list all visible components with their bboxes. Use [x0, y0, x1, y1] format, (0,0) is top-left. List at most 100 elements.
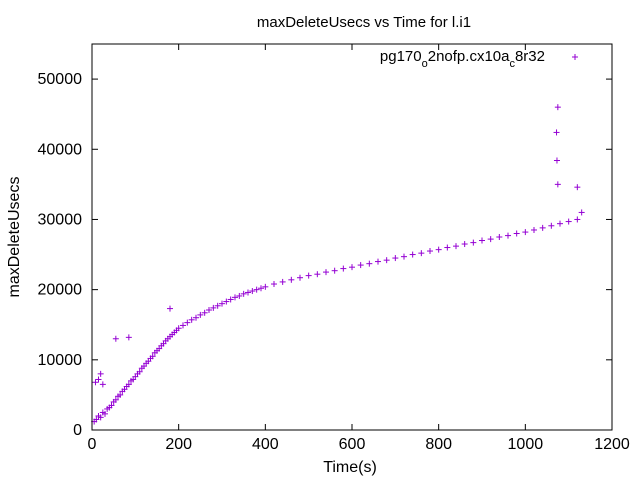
outlier-point: [553, 157, 560, 164]
data-point: [201, 309, 208, 316]
data-point: [223, 298, 230, 305]
data-point: [125, 381, 132, 388]
data-point: [557, 220, 563, 227]
x-tick-label: 0: [88, 436, 97, 453]
y-tick-label: 30000: [38, 211, 83, 228]
data-point: [279, 278, 286, 285]
data-point: [206, 306, 212, 313]
data-point: [505, 232, 511, 239]
y-tick-label: 40000: [38, 141, 83, 158]
x-tick-label: 600: [339, 436, 366, 453]
data-point: [392, 255, 399, 262]
legend-label: pg170o2nofp.cx10ac8r32: [380, 48, 545, 70]
data-point: [117, 391, 124, 398]
data-point: [383, 257, 390, 264]
data-point: [245, 289, 251, 296]
data-point: [461, 241, 468, 248]
data-point: [444, 244, 451, 251]
outlier-point: [125, 334, 132, 341]
data-point: [175, 325, 182, 332]
plot-points: [91, 104, 585, 425]
data-point: [227, 296, 234, 303]
outlier-point: [112, 335, 119, 342]
outlier-point: [574, 184, 581, 191]
outlier-point: [97, 370, 104, 377]
data-point: [409, 251, 416, 258]
y-tick-label: 10000: [38, 352, 83, 369]
data-point: [232, 294, 238, 301]
y-axis-label: maxDeleteUsecs: [6, 177, 23, 298]
data-point: [487, 236, 494, 243]
data-point: [323, 269, 329, 276]
data-point: [331, 267, 338, 274]
x-tick-label: 800: [425, 436, 452, 453]
x-axis-label: Time(s): [323, 459, 377, 476]
data-point: [578, 209, 585, 216]
outlier-point: [553, 129, 560, 136]
data-point: [349, 264, 355, 271]
data-point: [97, 414, 104, 421]
data-point: [314, 271, 321, 278]
legend: pg170o2nofp.cx10ac8r32: [380, 48, 578, 70]
data-point: [93, 416, 100, 423]
data-point: [357, 262, 364, 269]
data-point: [366, 260, 373, 267]
data-point: [193, 314, 199, 321]
data-point: [262, 283, 269, 290]
x-tick-label: 1200: [594, 436, 630, 453]
data-point: [210, 304, 217, 311]
data-point: [102, 410, 108, 417]
data-point: [214, 302, 221, 309]
data-point: [188, 316, 195, 323]
data-point: [249, 288, 256, 295]
x-tick-label: 400: [252, 436, 279, 453]
y-axis: 0 10000 20000 30000 40000 50000: [38, 71, 612, 439]
y-tick-label: 50000: [38, 71, 83, 88]
data-point: [427, 248, 433, 255]
x-axis: 0 200 400 600 800 1000 1200: [88, 44, 630, 453]
data-point: [184, 319, 191, 326]
data-point: [513, 230, 520, 237]
data-point: [112, 396, 119, 403]
data-point: [496, 234, 503, 240]
data-point: [236, 292, 243, 299]
data-point: [305, 272, 312, 279]
data-point: [258, 285, 264, 292]
data-point: [574, 216, 581, 223]
data-point: [219, 300, 225, 307]
outlier-point: [167, 305, 173, 312]
y-tick-label: 20000: [38, 282, 83, 299]
data-point: [479, 237, 485, 244]
data-point: [375, 258, 381, 265]
data-point: [522, 229, 529, 236]
legend-marker: [572, 54, 578, 60]
data-point: [453, 243, 459, 250]
outlier-point: [99, 381, 106, 388]
data-point: [136, 368, 143, 375]
data-point: [180, 322, 186, 329]
data-point: [108, 402, 115, 409]
data-point: [340, 265, 347, 272]
chart-title: maxDeleteUsecs vs Time for l.i1: [257, 14, 471, 31]
y-tick-label: 0: [73, 422, 82, 439]
data-point: [548, 222, 555, 229]
data-point: [418, 250, 425, 257]
x-tick-label: 1000: [508, 436, 544, 453]
outlier-point: [554, 181, 561, 188]
data-point: [539, 224, 546, 231]
data-point: [531, 226, 537, 233]
data-point: [435, 246, 442, 253]
plot-frame: [91, 43, 613, 431]
data-point: [470, 239, 477, 246]
data-point: [149, 353, 156, 360]
outlier-point: [92, 379, 99, 386]
x-tick-label: 200: [165, 436, 192, 453]
data-point: [271, 281, 277, 288]
data-point: [401, 253, 407, 260]
data-point: [240, 290, 247, 297]
outlier-point: [95, 376, 102, 383]
data-point: [565, 218, 572, 225]
data-point: [253, 286, 260, 293]
data-point: [197, 311, 204, 318]
